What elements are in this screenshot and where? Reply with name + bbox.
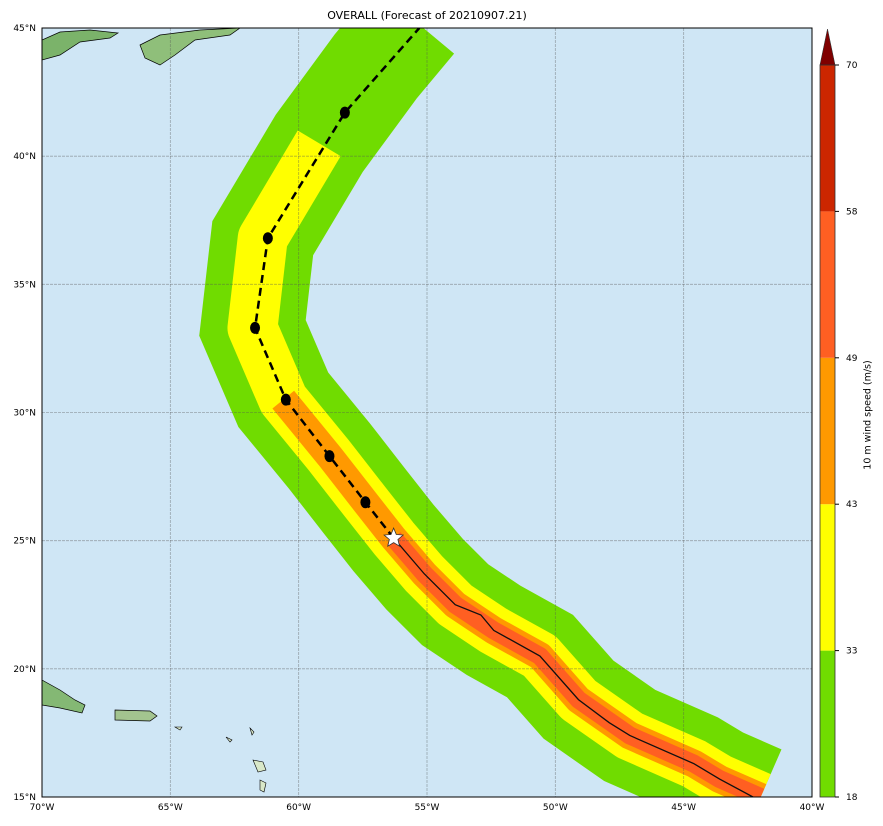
- forecast-position-marker: [250, 321, 261, 334]
- lon-tick-label: 65°W: [158, 803, 183, 813]
- past-track-line: [393, 537, 754, 797]
- lat-tick-label: 30°N: [13, 409, 36, 419]
- colorbar-tick-label: 43: [846, 500, 857, 510]
- lat-tick-label: 40°N: [13, 152, 36, 162]
- colorbar-segment: [820, 650, 835, 797]
- colorbar-segment: [820, 504, 835, 651]
- colorbar-segment: [820, 357, 835, 505]
- lon-tick-label: 55°W: [415, 803, 440, 813]
- storm-tracks: [250, 28, 754, 797]
- colorbar-frame: [819, 64, 836, 798]
- forecast-position-marker: [280, 393, 291, 406]
- land-areas: [42, 28, 267, 793]
- lon-tick-label: 50°W: [543, 803, 568, 813]
- colorbar-label: 10 m wind speed (m/s): [862, 360, 874, 470]
- lat-tick-label: 25°N: [13, 537, 36, 547]
- colorbar-tick-label: 58: [846, 207, 858, 217]
- colorbar-tick-label: 70: [846, 61, 858, 71]
- colorbar-tick-label: 33: [846, 647, 857, 657]
- lat-tick-label: 15°N: [13, 793, 36, 803]
- forecast-position-marker: [324, 450, 335, 463]
- colorbar-segment: [820, 211, 835, 358]
- forecast-position-marker: [360, 496, 371, 509]
- forecast-position-marker: [339, 106, 350, 119]
- axis-ticks: 70°W 65°W 60°W 55°W 50°W 45°W 40°W 15°N 20°N 25°N…: [13, 24, 824, 813]
- lat-tick-label: 45°N: [13, 24, 36, 34]
- map-frame: [41, 27, 813, 798]
- lon-tick-label: 40°W: [800, 803, 825, 813]
- lon-tick-label: 45°W: [671, 803, 696, 813]
- colorbar-tick-label: 49: [846, 354, 858, 364]
- forecast-position-marker: [262, 232, 273, 245]
- lat-tick-label: 35°N: [13, 280, 36, 290]
- colorbar-segment: [820, 65, 835, 212]
- lat-tick-label: 20°N: [13, 665, 36, 675]
- colorbar-extend-arrow: [819, 28, 836, 66]
- current-position-star-icon: [383, 527, 405, 548]
- chart-title: OVERALL (Forecast of 20210907.21): [327, 9, 527, 22]
- forecast-track-line: [253, 28, 421, 539]
- colorbar: 18 33 43 49 58 70: [819, 28, 858, 803]
- lon-tick-label: 60°W: [286, 803, 311, 813]
- colorbar-tick-label: 18: [846, 793, 858, 803]
- lon-tick-label: 70°W: [30, 803, 55, 813]
- ocean-background: [42, 28, 812, 797]
